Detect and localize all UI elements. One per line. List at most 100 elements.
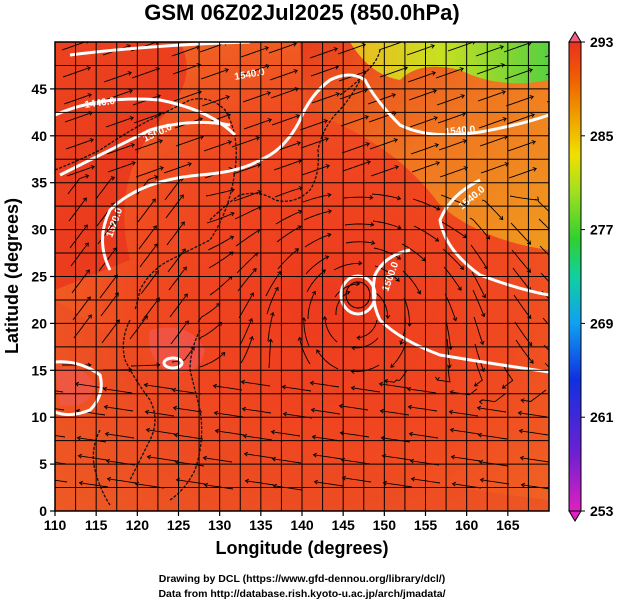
- streamline: [174, 434, 204, 440]
- streamline-arrowhead: [517, 410, 522, 416]
- contour-label: 1440.0: [84, 96, 116, 111]
- streamline-arrowhead: [174, 459, 179, 465]
- streamline: [70, 242, 89, 267]
- streamline: [515, 339, 534, 364]
- streamline: [479, 393, 506, 403]
- streamline-arrowhead: [459, 67, 464, 72]
- streamline: [240, 336, 253, 364]
- streamline: [511, 249, 531, 273]
- streamline: [449, 411, 479, 417]
- streamline: [215, 430, 245, 436]
- streamline: [373, 247, 401, 260]
- streamline: [504, 69, 533, 80]
- streamline-arrowhead: [292, 42, 297, 47]
- streamline-arrowhead: [281, 384, 286, 390]
- streamline: [232, 164, 261, 175]
- streamline-arrowhead: [520, 482, 525, 488]
- streamline: [275, 210, 302, 225]
- streamline: [339, 89, 368, 100]
- streamline-arrowhead: [338, 403, 343, 409]
- streamline-arrowhead: [435, 161, 440, 166]
- streamline: [73, 314, 92, 339]
- streamline: [303, 317, 310, 347]
- streamline: [197, 303, 221, 323]
- streamline: [368, 112, 397, 123]
- colorbar-fill: [568, 41, 582, 512]
- streamline: [401, 243, 426, 262]
- streamline: [302, 194, 331, 203]
- streamline: [272, 458, 302, 464]
- streamline: [436, 95, 465, 106]
- streamline-arrowhead: [229, 251, 234, 256]
- streamline: [369, 139, 398, 150]
- streamline: [304, 233, 331, 248]
- streamline-arrowhead: [271, 456, 276, 462]
- y-tick-label: 30: [31, 222, 47, 238]
- streamline-arrowhead: [364, 115, 369, 120]
- plot-area: 1440.0 1500.0 1520.0 1540.0 1540.0 1500.…: [39, 42, 564, 511]
- x-tick-label: 115: [85, 517, 108, 533]
- x-tick-label: 120: [126, 517, 150, 533]
- streamline: [146, 429, 176, 435]
- streamline: [100, 292, 119, 317]
- streamline-arrowhead: [434, 237, 440, 242]
- streamline-arrowhead: [173, 432, 178, 438]
- y-tick-label: 0: [39, 503, 47, 519]
- streamline-arrowhead: [432, 89, 437, 94]
- streamline-arrowhead: [180, 221, 185, 226]
- streamline: [333, 262, 362, 271]
- grid-lines: [55, 42, 549, 511]
- streamline: [447, 42, 476, 52]
- streamline: [310, 382, 340, 388]
- streamline: [140, 270, 159, 295]
- streamline-arrowhead: [532, 167, 537, 172]
- streamline: [208, 251, 234, 269]
- streamline: [408, 90, 437, 101]
- streamline: [55, 461, 67, 465]
- y-tick-label: 5: [39, 456, 47, 472]
- streamline-arrowhead: [406, 386, 411, 392]
- streamline: [107, 478, 137, 484]
- streamline-arrowhead: [382, 480, 387, 486]
- streamline-arrowhead: [557, 290, 561, 294]
- streamline-arrowhead: [560, 362, 564, 366]
- x-axis-ticks: 110 115 120 125 130 135 140 145 150 155 160 165: [44, 511, 520, 533]
- streamline-arrowhead: [399, 340, 404, 345]
- streamline: [271, 431, 301, 437]
- streamline: [79, 482, 109, 488]
- streamline: [324, 316, 338, 343]
- streamline-arrowhead: [39, 476, 42, 480]
- streamline-arrowhead: [311, 434, 316, 440]
- streamline: [168, 266, 187, 291]
- streamline: [435, 68, 464, 79]
- streamline: [135, 167, 164, 178]
- streamline: [171, 346, 195, 363]
- y-axis-label: Latitude (degrees): [2, 198, 22, 354]
- streamline-arrowhead: [530, 113, 535, 118]
- streamline: [443, 266, 462, 291]
- y-tick-label: 10: [31, 409, 47, 425]
- streamline: [145, 411, 175, 417]
- streamline: [342, 477, 372, 483]
- streamline-arrowhead: [501, 384, 507, 389]
- streamline: [480, 163, 509, 174]
- streamline: [274, 187, 303, 198]
- streamline-arrowhead: [350, 385, 355, 391]
- streamline-arrowhead: [203, 482, 208, 488]
- streamline-arrowhead: [324, 137, 329, 142]
- streamline: [139, 243, 158, 268]
- streamline-arrowhead: [327, 209, 332, 214]
- streamline: [409, 117, 438, 128]
- streamline: [241, 381, 271, 387]
- streamline-arrowhead: [213, 410, 218, 416]
- colorbar: 253 261 269 277 285 293: [568, 31, 614, 522]
- streamline: [478, 118, 507, 129]
- colorbar-tick-label: 293: [590, 34, 614, 50]
- colorbar-ticks: 253 261 269 277 285 293: [581, 34, 614, 519]
- streamline: [372, 220, 401, 229]
- streamline-arrowhead: [145, 427, 150, 433]
- streamline-arrowhead: [393, 138, 398, 143]
- streamline-arrowhead: [255, 136, 260, 141]
- streamline-arrowhead: [155, 42, 159, 45]
- y-tick-label: 20: [31, 315, 47, 331]
